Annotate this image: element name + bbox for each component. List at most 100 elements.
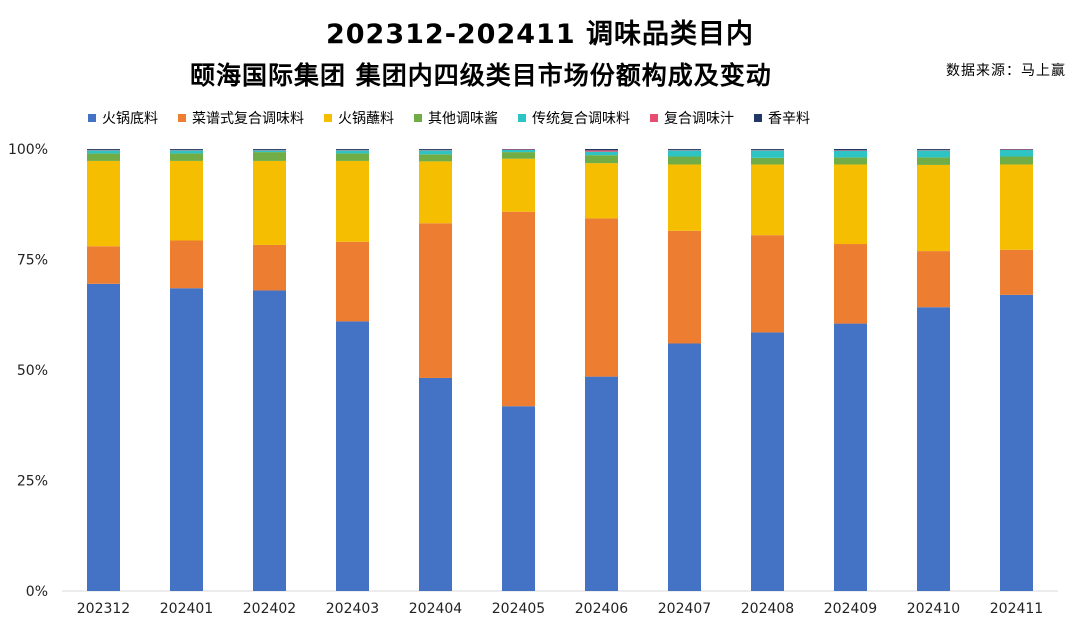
bar-segment <box>668 149 701 150</box>
bar-segment <box>751 149 784 150</box>
legend-swatch <box>754 114 762 122</box>
bar-segment <box>502 152 535 159</box>
bar-segment <box>751 157 784 165</box>
bar-segment <box>87 246 120 284</box>
x-tick-label: 202405 <box>492 601 545 617</box>
bar-segment <box>87 149 120 150</box>
bar-segment <box>419 154 452 162</box>
x-tick-label: 202312 <box>77 601 130 617</box>
bar-segment <box>502 149 535 153</box>
legend-swatch <box>324 114 332 122</box>
bar-segment <box>87 150 120 154</box>
bar-segment <box>419 161 452 224</box>
chart-title-line1: 202312-202411 调味品类目内 <box>325 19 755 50</box>
data-source-note: 数据来源：马上赢 <box>946 63 1066 79</box>
bar-segment <box>668 150 701 157</box>
bar-segment <box>1000 156 1033 165</box>
x-tick-label: 202409 <box>824 601 877 617</box>
bar-segment <box>87 283 120 591</box>
x-tick-label: 202407 <box>658 601 711 617</box>
legend-item: 菜谱式复合调味料 <box>178 108 304 128</box>
bar-segment <box>585 155 618 164</box>
bar-segment <box>917 157 950 165</box>
bar-segment <box>253 152 286 161</box>
y-tick-label: 100% <box>8 142 48 158</box>
bar-segment <box>419 377 452 591</box>
legend-item: 火锅底料 <box>88 108 158 128</box>
y-tick-label: 50% <box>17 363 48 379</box>
bar-segment <box>336 150 369 154</box>
bar-segment <box>834 244 867 324</box>
bar-segment <box>917 150 950 158</box>
legend-swatch <box>178 114 186 122</box>
x-tick-label: 202406 <box>575 601 629 617</box>
bar-segment <box>834 150 867 158</box>
bar-segment <box>1000 249 1033 295</box>
bar-segment <box>668 230 701 344</box>
bar-segment <box>834 157 867 165</box>
bar-segment <box>253 150 286 153</box>
bar-segment <box>170 149 203 150</box>
bar-segment <box>751 235 784 333</box>
bar-segment <box>668 156 701 165</box>
bar-segment <box>87 160 120 247</box>
legend-swatch <box>518 114 526 122</box>
bar-segment <box>751 332 784 591</box>
legend-label: 香辛料 <box>768 111 810 127</box>
legend-label: 火锅蘸料 <box>338 111 394 127</box>
x-tick-label: 202401 <box>160 601 213 617</box>
bar-segment <box>253 244 286 291</box>
legend-swatch <box>88 114 96 122</box>
legend-label: 传统复合调味料 <box>532 111 630 127</box>
bar-segment <box>585 218 618 377</box>
bar-segment <box>917 251 950 308</box>
legend-swatch <box>650 114 658 122</box>
bar-segment <box>1000 294 1033 591</box>
bar-segment <box>336 321 369 591</box>
bar-segment <box>253 290 286 591</box>
bar-segment <box>834 323 867 591</box>
bar-segment <box>751 164 784 236</box>
legend-item: 火锅蘸料 <box>324 108 394 128</box>
bar-segment <box>170 150 203 154</box>
x-tick-label: 202404 <box>409 601 463 617</box>
legend-label: 复合调味汁 <box>664 111 734 127</box>
legend-item: 复合调味汁 <box>650 108 734 128</box>
x-tick-label: 202403 <box>326 601 379 617</box>
bar-segment <box>170 240 203 289</box>
bar-segment <box>917 164 950 252</box>
bar-segment <box>87 153 120 161</box>
bar-segment <box>917 149 950 150</box>
legend-item: 其他调味酱 <box>414 108 498 128</box>
bar-segment <box>917 307 950 591</box>
bar-segment <box>170 288 203 591</box>
bar-segment <box>170 160 203 241</box>
legend-item: 香辛料 <box>754 108 810 128</box>
bar-segment <box>502 211 535 407</box>
bar-segment <box>336 160 369 242</box>
bar-segment <box>170 153 203 161</box>
bar-segment <box>419 149 452 150</box>
legend-swatch <box>414 114 422 122</box>
legend-item: 传统复合调味料 <box>518 108 630 128</box>
bar-segment <box>585 163 618 219</box>
bar-segment <box>419 223 452 378</box>
bar-segment <box>668 343 701 591</box>
bar-segment <box>585 376 618 591</box>
bar-segment <box>585 149 618 151</box>
chart-title-line2: 颐海国际集团 集团内四级类目市场份额构成及变动 <box>190 61 772 90</box>
y-tick-label: 75% <box>17 253 48 269</box>
bar-segment <box>502 406 535 591</box>
bar-segment <box>253 149 286 150</box>
x-tick-label: 202402 <box>243 601 296 617</box>
bar-segment <box>1000 149 1033 157</box>
bar-segment <box>585 151 618 156</box>
bar-segment <box>336 241 369 322</box>
bar-segment <box>253 160 286 245</box>
x-tick-label: 202410 <box>907 601 960 617</box>
bar-segment <box>834 149 867 151</box>
chart-legend: 火锅底料 菜谱式复合调味料 火锅蘸料 其他调味酱 传统复合调味料 复合调味汁 香辛料 <box>88 108 830 128</box>
x-tick-label: 202408 <box>741 601 794 617</box>
bar-segment <box>336 149 369 150</box>
